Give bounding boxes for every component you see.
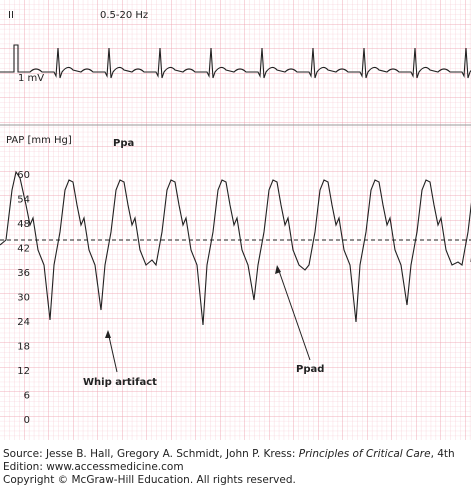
- caption-book: Principles of Critical Care: [298, 448, 431, 460]
- ppa-label: Ppa: [113, 138, 134, 149]
- ppad-arrowhead: [275, 265, 281, 274]
- whip-arrowhead: [105, 330, 111, 338]
- pap-tick-label: 48: [17, 219, 30, 230]
- pap-tick-label: 24: [17, 317, 30, 328]
- ppad-arrow: [277, 267, 311, 361]
- pap-tick-label: 12: [17, 366, 30, 377]
- lead-label: II: [8, 10, 14, 21]
- pap-tick-label: 0: [24, 415, 30, 426]
- grid: [0, 0, 471, 440]
- pap-tick-label: 60: [17, 170, 30, 181]
- ecg-trace: [0, 44, 471, 79]
- calibration-label: 1 mV: [18, 73, 44, 84]
- pap-tick-label: 30: [17, 293, 30, 304]
- caption: Source: Jesse B. Hall, Gregory A. Schmid…: [3, 448, 469, 487]
- pap-tick-label: 36: [17, 268, 30, 279]
- ppad-label: Ppad: [296, 364, 324, 375]
- pap-tick-label: 42: [17, 244, 30, 255]
- whip-label: Whip artifact: [83, 377, 157, 388]
- whip-arrow: [107, 331, 118, 373]
- figure: II 0.5-20 Hz 1 mV PAP [mm Hg] Ppa Whip a…: [0, 0, 471, 440]
- pap-tick-label: 54: [17, 195, 30, 206]
- filter-label: 0.5-20 Hz: [100, 10, 148, 21]
- pap-tick-label: 18: [17, 342, 30, 353]
- caption-prefix: Source: Jesse B. Hall, Gregory A. Schmid…: [3, 448, 299, 460]
- caption-copyright: Copyright © McGraw-Hill Education. All r…: [3, 474, 296, 486]
- pap-axis-title: PAP [mm Hg]: [6, 135, 72, 146]
- pap-tick-label: 6: [24, 391, 30, 402]
- caption-suffix: , 4th Edition: www.accessmedicine.com: [3, 448, 455, 473]
- pap-trace: [0, 170, 471, 326]
